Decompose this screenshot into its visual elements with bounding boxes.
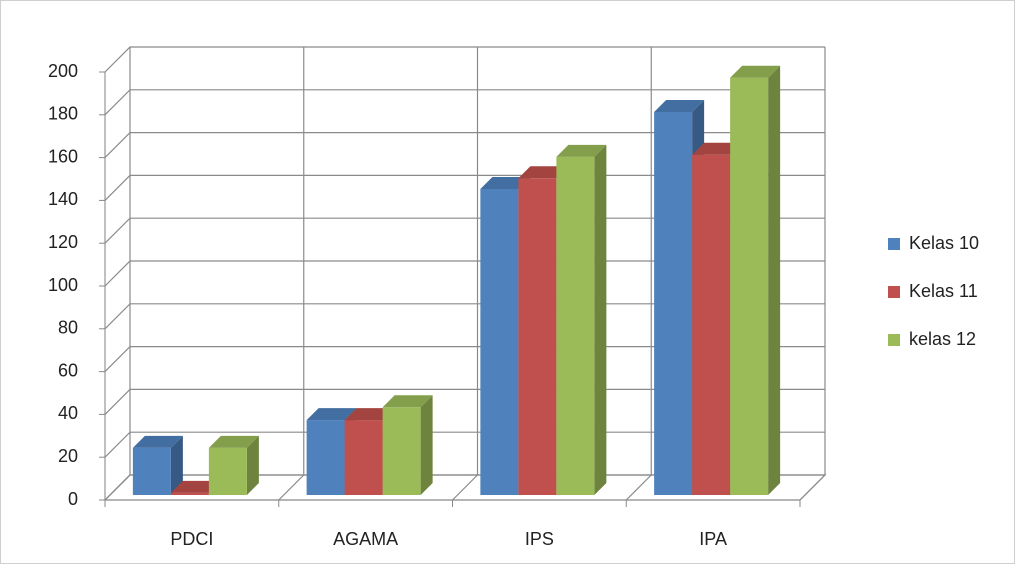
y-tick-label: 140 [48, 189, 78, 209]
bar-front [171, 493, 209, 495]
bar [209, 436, 259, 495]
bar-front [518, 178, 556, 495]
bar-front [133, 448, 171, 495]
bar-side [594, 145, 606, 495]
bar-front [730, 78, 768, 495]
bar [133, 436, 183, 495]
y-tick-label: 0 [68, 489, 78, 509]
y-tick-label: 60 [58, 360, 78, 380]
bar [383, 395, 433, 495]
bar-side [421, 395, 433, 495]
y-tick-label: 160 [48, 146, 78, 166]
bar [556, 145, 606, 495]
bar-front [345, 420, 383, 495]
x-tick-label: IPA [699, 529, 727, 549]
legend-swatch [888, 238, 900, 250]
bar [730, 66, 780, 495]
legend-label: Kelas 10 [909, 233, 979, 253]
y-tick-label: 20 [58, 446, 78, 466]
legend-swatch [888, 286, 900, 298]
y-tick-label: 40 [58, 403, 78, 423]
x-tick-label: IPS [525, 529, 554, 549]
y-tick-label: 180 [48, 104, 78, 124]
bar-side [768, 66, 780, 495]
bar-front [480, 189, 518, 495]
y-tick-label: 80 [58, 318, 78, 338]
legend-label: Kelas 11 [909, 281, 978, 301]
chart: 0 20 40 60 80 100 120 140 160 180 200 PDCI AGAMA IPS I… [0, 0, 1015, 564]
x-tick-label: PDCI [170, 529, 213, 549]
x-tick-label: AGAMA [333, 529, 398, 549]
legend-swatch [888, 334, 900, 346]
y-tick-label: 120 [48, 232, 78, 252]
bar-front [383, 407, 421, 495]
legend-label: kelas 12 [909, 329, 976, 349]
bar-front [307, 420, 345, 495]
y-tick-label: 100 [48, 275, 78, 295]
bar-front [692, 155, 730, 495]
bar-front [654, 112, 692, 495]
bar-front [209, 448, 247, 495]
bar-front [556, 157, 594, 495]
y-tick-label: 200 [48, 61, 78, 81]
